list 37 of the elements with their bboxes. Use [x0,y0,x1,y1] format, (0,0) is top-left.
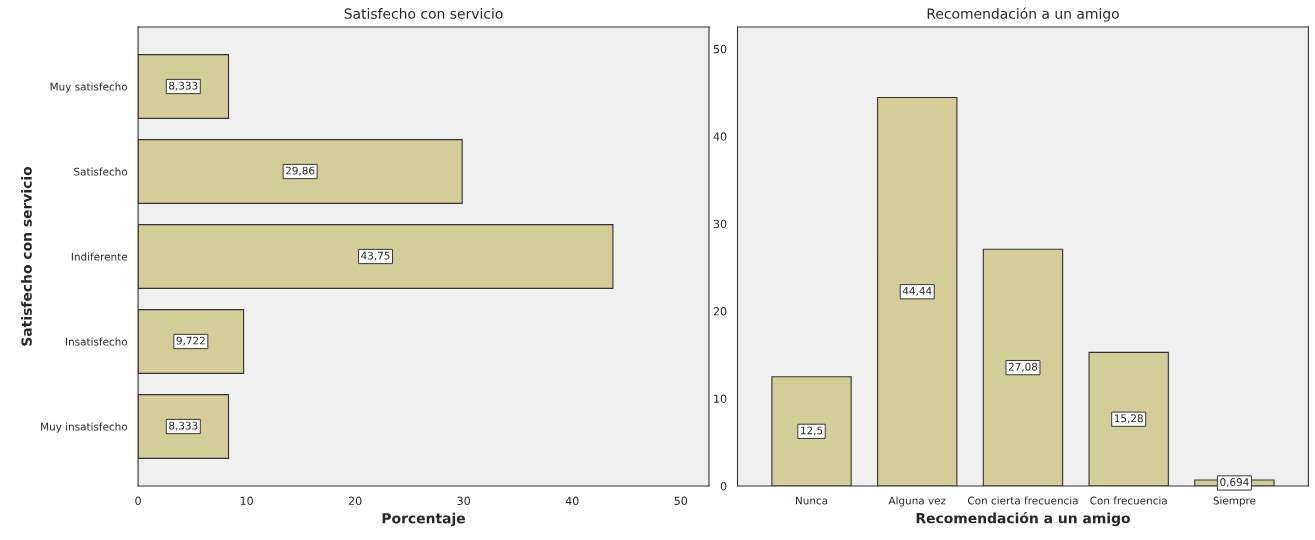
y-tick-label: 10 [714,394,727,403]
x-tick-label: Nunca [796,496,828,505]
data-label: 9,722 [176,336,205,346]
y-axis-title: Satisfecho con servicio [21,166,32,346]
x-tick-label: 10 [240,496,253,506]
data-label: 12,5 [801,426,823,436]
x-tick-label: 50 [674,496,688,506]
chart-title: Satisfecho con servicio [344,8,503,19]
data-label: 43,75 [361,251,390,261]
x-tick-label: 0 [135,496,141,506]
y-tick-label: 0 [720,481,727,491]
data-label: 0,694 [1220,478,1249,488]
y-tick-label: Muy insatisfecho [41,422,128,433]
x-tick-label: Con frecuencia [1090,496,1167,505]
chart-title: Recomendación a un amigo [927,7,1119,22]
x-axis-title: Recomendación a un amigo [916,512,1130,527]
data-label: 15,28 [1114,414,1143,424]
y-tick-label: 20 [713,307,727,316]
y-tick-label: 30 [713,219,727,229]
y-tick-label: 40 [713,132,727,141]
data-label: 27,08 [1008,362,1038,372]
x-tick-label: Con cierta frecuencia [968,496,1078,505]
x-tick-label: 40 [565,496,579,506]
x-tick-label: Alguna vez [888,496,946,507]
y-tick-label: 50 [713,44,727,54]
data-label: 8,333 [169,421,198,431]
y-tick-label: Muy satisfecho [50,82,128,93]
data-label: 44,44 [902,287,932,296]
x-axis-title: Porcentaje [382,512,465,527]
y-tick-label: Indiferente [71,252,128,261]
data-label: 29,86 [285,166,315,176]
x-tick-label: Siempre [1213,496,1256,507]
y-tick-label: Insatisfecho [66,337,128,346]
y-tick-label: Satisfecho [74,167,128,176]
x-tick-label: 20 [348,496,362,506]
x-tick-label: 30 [457,496,471,506]
data-label: 8,333 [169,81,198,91]
